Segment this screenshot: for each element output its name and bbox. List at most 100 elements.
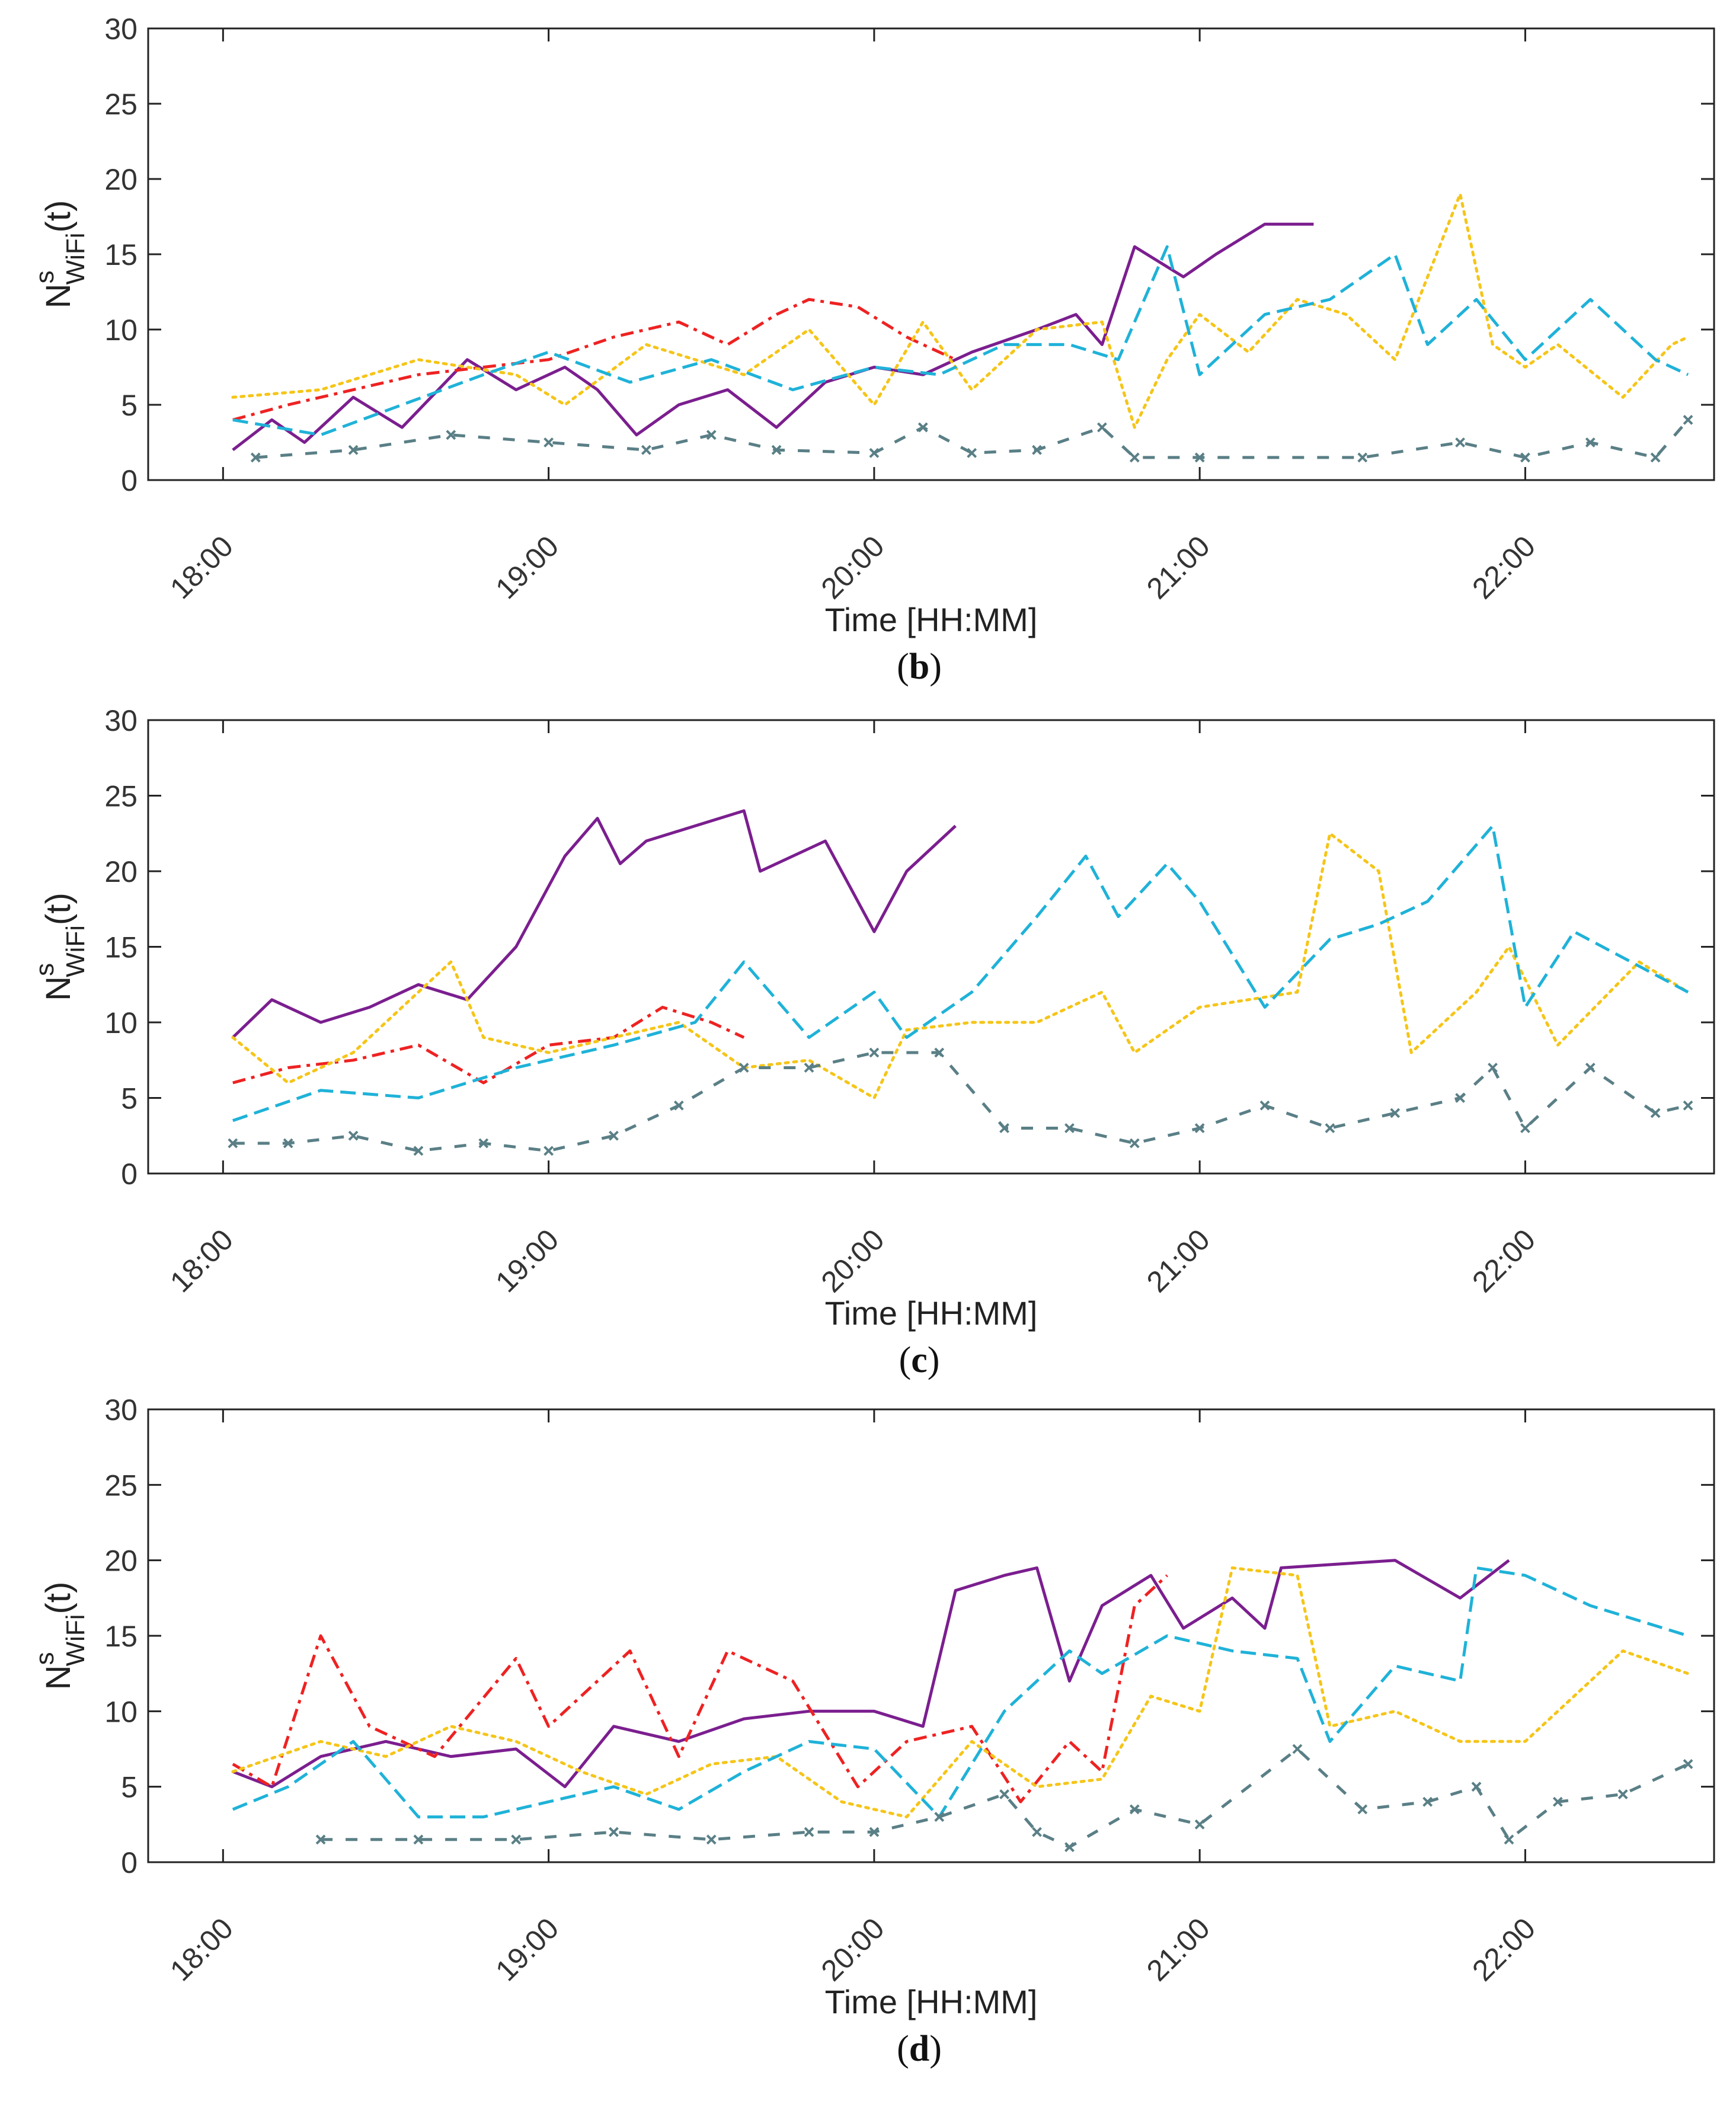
- series-point-x-marker: [1455, 437, 1465, 447]
- series-point-x-marker: [1325, 1123, 1335, 1133]
- series-point-x-marker: [1096, 422, 1107, 433]
- y-label-main: N: [39, 283, 78, 308]
- y-tick-label: 0: [121, 1846, 138, 1879]
- x-axis-label: Time [HH:MM]: [825, 1294, 1038, 1332]
- series-point-x-marker: [1292, 1744, 1303, 1754]
- y-tick-label: 30: [104, 12, 138, 46]
- series-point-x-marker: [1129, 1804, 1140, 1815]
- series-point-x-marker: [1064, 1123, 1075, 1133]
- y-tick-label: 15: [104, 931, 138, 964]
- series-point-x-marker: [771, 445, 782, 455]
- y-tick-label: 5: [121, 1771, 138, 1804]
- series-line-cyan: [232, 245, 1689, 437]
- x-axis-label: Time [HH:MM]: [825, 1983, 1038, 2020]
- series-point-x-marker: [1552, 1796, 1563, 1807]
- y-axis-label: NsWiFi(t): [30, 200, 90, 309]
- y-tick-label: 10: [104, 1006, 138, 1040]
- y-label-subscript: WiFi: [61, 925, 90, 977]
- series-point-x-marker: [1390, 1108, 1401, 1118]
- y-tick-label: 25: [104, 88, 138, 121]
- series-point-x-marker: [1585, 1063, 1596, 1073]
- y-label-subscript: WiFi: [61, 232, 90, 284]
- series-point-x-marker: [1129, 452, 1140, 463]
- series-point-x-marker: [1194, 452, 1205, 463]
- y-label-main: N: [39, 976, 78, 1001]
- series-point-x-marker: [1488, 1063, 1498, 1073]
- series-point-x-marker: [1194, 1819, 1205, 1830]
- series-point-x-marker: [1194, 1123, 1205, 1133]
- series-point-x-marker: [1064, 1842, 1075, 1852]
- series-point-x-marker: [804, 1827, 814, 1837]
- series-line-gray: [255, 418, 1689, 459]
- series-point-x-marker: [1357, 1804, 1368, 1815]
- y-label-tail: (t): [39, 200, 78, 233]
- series-line-cyan: [232, 824, 1689, 1123]
- panel-caption: (c): [899, 1340, 940, 1380]
- y-label-superscript: s: [30, 270, 59, 283]
- y-tick-label: 30: [104, 1393, 138, 1427]
- y-tick-label: 30: [104, 704, 138, 737]
- y-tick-label: 0: [121, 1157, 138, 1191]
- series-point-x-marker: [738, 1063, 749, 1073]
- series-point-x-marker: [1650, 1108, 1661, 1118]
- series-point-x-marker: [283, 1138, 293, 1149]
- series-point-x-marker: [413, 1834, 424, 1845]
- series-point-x-marker: [1683, 1100, 1693, 1111]
- series-line-yellow: [231, 832, 1690, 1099]
- series-line-cyan: [232, 1566, 1689, 1819]
- caption-letter: b: [909, 647, 929, 687]
- series-point-x-marker: [228, 1138, 238, 1149]
- y-tick-label: 15: [104, 238, 138, 271]
- series-point-x-marker: [446, 430, 456, 440]
- series-line-purple: [232, 1559, 1510, 1789]
- y-axis-label: NsWiFi(t): [30, 1582, 90, 1690]
- series-point-x-marker: [641, 445, 651, 455]
- y-tick-label: 0: [121, 464, 138, 497]
- y-label-superscript: s: [30, 1652, 59, 1665]
- series-point-x-marker: [1650, 452, 1661, 463]
- y-label-subscript: WiFi: [61, 1614, 90, 1666]
- series-point-x-marker: [1422, 1796, 1433, 1807]
- series-line-yellow: [231, 1566, 1690, 1819]
- series-point-x-marker: [315, 1834, 326, 1845]
- series-point-x-marker: [706, 1834, 717, 1845]
- series-point-x-marker: [917, 422, 928, 433]
- series-point-x-marker: [673, 1100, 684, 1111]
- series-point-x-marker: [1683, 414, 1693, 425]
- y-tick-label: 5: [121, 389, 138, 422]
- series-point-x-marker: [478, 1138, 489, 1149]
- series-point-x-marker: [511, 1834, 522, 1845]
- series-point-x-marker: [999, 1789, 1010, 1799]
- series-point-x-marker: [999, 1123, 1010, 1133]
- series-point-x-marker: [1617, 1789, 1628, 1799]
- series-line-yellow: [231, 192, 1690, 429]
- y-axis-label: NsWiFi(t): [30, 893, 90, 1001]
- y-label-superscript: s: [30, 963, 59, 976]
- series-line-purple: [232, 809, 957, 1039]
- y-label-tail: (t): [39, 893, 78, 925]
- caption-letter: c: [911, 1340, 928, 1380]
- series-point-x-marker: [1455, 1093, 1465, 1103]
- series-line-red: [232, 1006, 745, 1085]
- y-tick-label: 15: [104, 1620, 138, 1653]
- caption-close: ): [929, 2029, 942, 2069]
- series-point-x-marker: [609, 1827, 619, 1837]
- series-point-x-marker: [804, 1063, 814, 1073]
- series-line-red: [232, 1574, 1168, 1804]
- y-tick-label: 20: [104, 855, 138, 888]
- series-point-x-marker: [869, 1827, 880, 1837]
- series-point-x-marker: [1585, 437, 1596, 447]
- series-line-red: [232, 298, 957, 421]
- series-point-x-marker: [869, 1047, 880, 1058]
- series-point-x-marker: [1259, 1100, 1270, 1111]
- series-point-x-marker: [348, 445, 359, 455]
- series-point-x-marker: [1471, 1782, 1482, 1792]
- series-line-purple: [232, 222, 1314, 452]
- series-point-x-marker: [544, 437, 554, 447]
- series-point-x-marker: [413, 1146, 424, 1156]
- series-point-x-marker: [869, 447, 880, 458]
- y-tick-label: 25: [104, 1469, 138, 1502]
- y-label-tail: (t): [39, 1582, 78, 1614]
- caption-open: (: [897, 647, 909, 687]
- y-tick-label: 10: [104, 314, 138, 347]
